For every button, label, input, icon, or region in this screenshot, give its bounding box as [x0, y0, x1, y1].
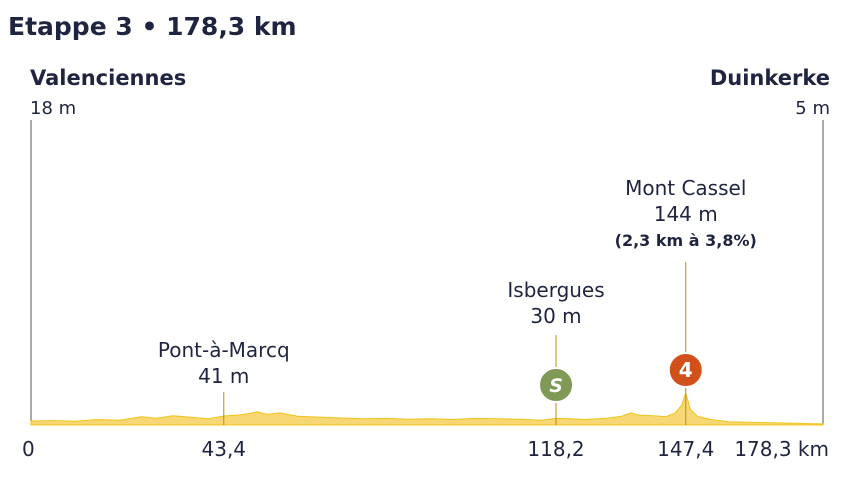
- x-tick-label: 147,4: [657, 437, 714, 461]
- sprint-marker-icon: [538, 367, 575, 403]
- climb-category-icon: [667, 352, 704, 388]
- chart-title: Etappe 3 • 178,3 km: [8, 12, 297, 41]
- marker-label: S: [549, 375, 563, 397]
- x-tick-label: 0: [22, 437, 35, 461]
- poi-altitude: 30 m: [530, 304, 581, 328]
- finish-town-label: Duinkerke: [709, 66, 830, 90]
- poi-altitude: 41 m: [198, 364, 249, 388]
- marker-label: 4: [679, 358, 693, 382]
- x-tick-label: 178,3 km: [734, 437, 829, 461]
- start-town-label: Valenciennes: [30, 66, 187, 90]
- x-axis-ticks: 0 43,4 118,2 147,4 178,3 km: [22, 437, 829, 461]
- poi-name: Mont Cassel: [625, 176, 746, 200]
- x-tick-label: 118,2: [527, 437, 584, 461]
- poi-altitude: 144 m: [654, 202, 718, 226]
- start-altitude-label: 18 m: [30, 98, 77, 119]
- poi-name: Pont-à-Marcq: [158, 338, 290, 362]
- elevation-profile-area: [30, 391, 824, 426]
- poi-climb-detail: (2,3 km à 3,8%): [615, 231, 757, 250]
- poi-name: Isbergues: [507, 278, 604, 302]
- finish-altitude-label: 5 m: [795, 98, 830, 119]
- x-tick-label: 43,4: [202, 437, 247, 461]
